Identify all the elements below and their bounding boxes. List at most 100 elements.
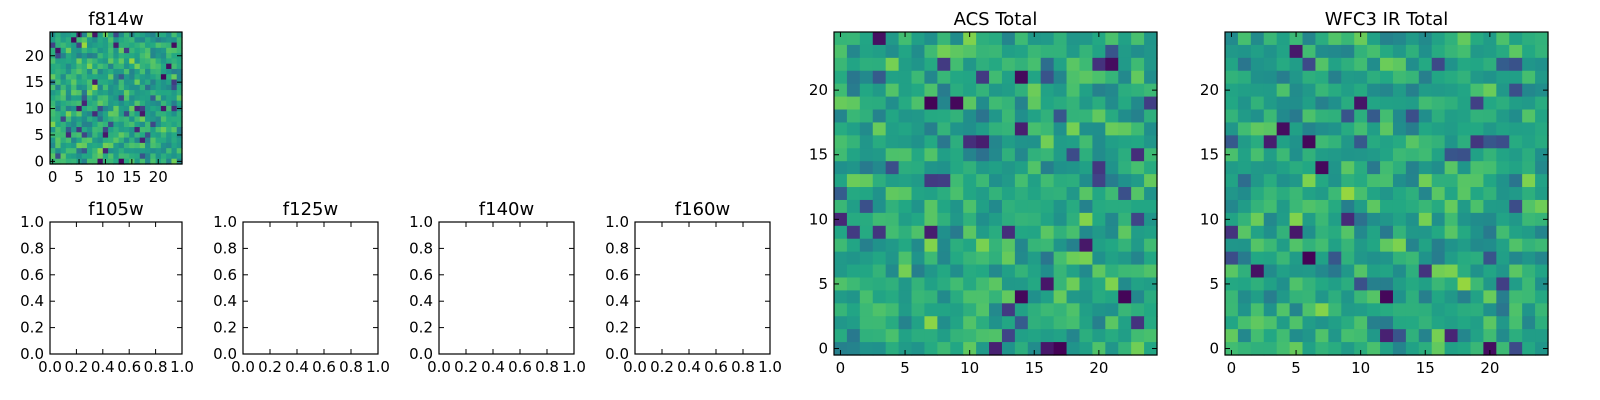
heatmap-cell	[1457, 83, 1472, 98]
y-tick-label: 0.6	[20, 266, 44, 284]
heatmap-cell	[155, 148, 162, 155]
heatmap-cell	[176, 32, 183, 38]
heatmap-cell	[885, 96, 900, 111]
heatmap-cell	[1457, 187, 1472, 201]
heatmap-cell	[123, 158, 130, 165]
heatmap-cell	[1040, 70, 1055, 85]
heatmap-cell	[108, 90, 114, 96]
heatmap-cell	[1328, 199, 1342, 214]
heatmap-cell	[1001, 161, 1016, 175]
heatmap-cell	[1237, 251, 1252, 266]
heatmap-cell	[1014, 174, 1029, 188]
heatmap-cell	[834, 148, 848, 162]
heatmap-cell	[1315, 148, 1329, 162]
heatmap-cell	[76, 63, 83, 70]
heatmap-cell	[50, 95, 56, 102]
heatmap-cell	[1027, 316, 1042, 330]
heatmap-cell	[171, 100, 178, 107]
heatmap-cell	[1144, 83, 1158, 98]
heatmap-cell	[1457, 303, 1472, 317]
heatmap-cell	[55, 84, 62, 91]
heatmap-cell	[1237, 187, 1252, 201]
heatmap-cell	[102, 127, 109, 133]
heatmap-cell	[976, 225, 990, 240]
heatmap-cell	[1276, 109, 1291, 124]
heatmap-cell	[1341, 161, 1355, 175]
heatmap-cell	[1380, 303, 1394, 317]
heatmap-cell	[1496, 174, 1510, 188]
heatmap-cell	[1354, 122, 1368, 136]
heatmap-cell	[1276, 212, 1291, 227]
heatmap-cell	[1014, 135, 1029, 149]
heatmap-cell	[1014, 44, 1029, 59]
heatmap-cell	[97, 95, 104, 102]
heatmap-cell	[1250, 303, 1265, 317]
subplot-title: WFC3 IR Total	[1325, 9, 1448, 30]
heatmap-cell	[924, 342, 938, 356]
y-tick-label: 15	[25, 73, 44, 91]
heatmap-cell	[1431, 187, 1446, 201]
heatmap-cell	[1341, 174, 1355, 188]
heatmap-cell	[924, 32, 938, 46]
heatmap-cell	[1118, 174, 1132, 188]
heatmap-cell	[1225, 32, 1239, 46]
heatmap-cell	[1079, 57, 1093, 72]
heatmap-cell	[846, 109, 861, 124]
heatmap-cell	[155, 153, 162, 160]
heatmap-cell	[1522, 329, 1536, 343]
heatmap-cell	[1328, 32, 1342, 46]
heatmap-cell	[150, 132, 157, 139]
heatmap-cell	[1053, 212, 1068, 227]
heatmap-cell	[1341, 148, 1355, 162]
heatmap-cell	[937, 122, 951, 136]
heatmap-cell	[1250, 96, 1265, 111]
heatmap-cell	[1225, 199, 1239, 214]
heatmap-cell	[76, 121, 83, 128]
heatmap-cell	[1392, 316, 1407, 330]
heatmap-cell	[134, 63, 141, 70]
heatmap-cell	[1535, 342, 1549, 356]
heatmap-cell	[885, 187, 900, 201]
heatmap-cell	[1302, 32, 1317, 46]
heatmap-cell	[1457, 148, 1472, 162]
heatmap-cell	[1392, 199, 1407, 214]
heatmap-cell	[1302, 161, 1317, 175]
heatmap-cell	[1014, 342, 1029, 356]
heatmap-cell	[65, 79, 72, 86]
heatmap-cell	[123, 153, 130, 160]
heatmap-cell	[924, 316, 938, 330]
heatmap-cell	[989, 32, 1003, 46]
y-tick-label: 5	[34, 126, 44, 144]
heatmap-cell	[976, 303, 990, 317]
heatmap-cell	[1079, 225, 1093, 240]
heatmap-cell	[1444, 342, 1459, 356]
heatmap-cell	[1535, 83, 1549, 98]
heatmap-cell	[1040, 122, 1055, 136]
heatmap-cell	[160, 90, 167, 96]
heatmap-cell	[171, 53, 178, 59]
heatmap-cell	[1131, 251, 1145, 266]
heatmap-cell	[1315, 316, 1329, 330]
heatmap-cell	[1392, 96, 1407, 111]
heatmap-cell	[1509, 251, 1523, 266]
heatmap-cell	[1066, 199, 1081, 214]
heatmap-cell	[1367, 44, 1381, 59]
heatmap-cell	[139, 142, 146, 149]
heatmap-cell	[937, 290, 951, 304]
heatmap-cell	[1066, 316, 1081, 330]
heatmap-cell	[60, 158, 67, 165]
heatmap-cell	[1431, 122, 1446, 136]
heatmap-cell	[76, 148, 83, 155]
heatmap-cell	[1263, 251, 1278, 266]
x-tick-label: 5	[900, 359, 910, 377]
heatmap-cell	[1535, 44, 1549, 59]
heatmap-cell	[166, 158, 173, 165]
heatmap-cell	[171, 84, 178, 91]
heatmap-cell	[71, 79, 77, 86]
heatmap-cell	[92, 121, 99, 128]
heatmap-cell	[1302, 212, 1317, 227]
heatmap-cell	[976, 329, 990, 343]
heatmap-cell	[71, 127, 77, 133]
heatmap-cell	[1092, 303, 1106, 317]
heatmap-cell	[97, 68, 104, 75]
